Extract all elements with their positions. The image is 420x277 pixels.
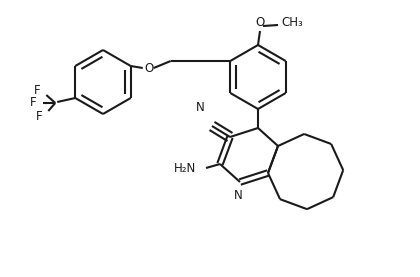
Text: N: N	[196, 101, 205, 114]
Text: H₂N: H₂N	[174, 161, 196, 175]
Text: F: F	[36, 109, 42, 122]
Text: F: F	[30, 96, 36, 109]
Text: F: F	[34, 83, 40, 96]
Text: O: O	[144, 63, 153, 76]
Text: O: O	[255, 16, 265, 29]
Text: N: N	[234, 189, 242, 202]
Text: CH₃: CH₃	[281, 17, 303, 29]
